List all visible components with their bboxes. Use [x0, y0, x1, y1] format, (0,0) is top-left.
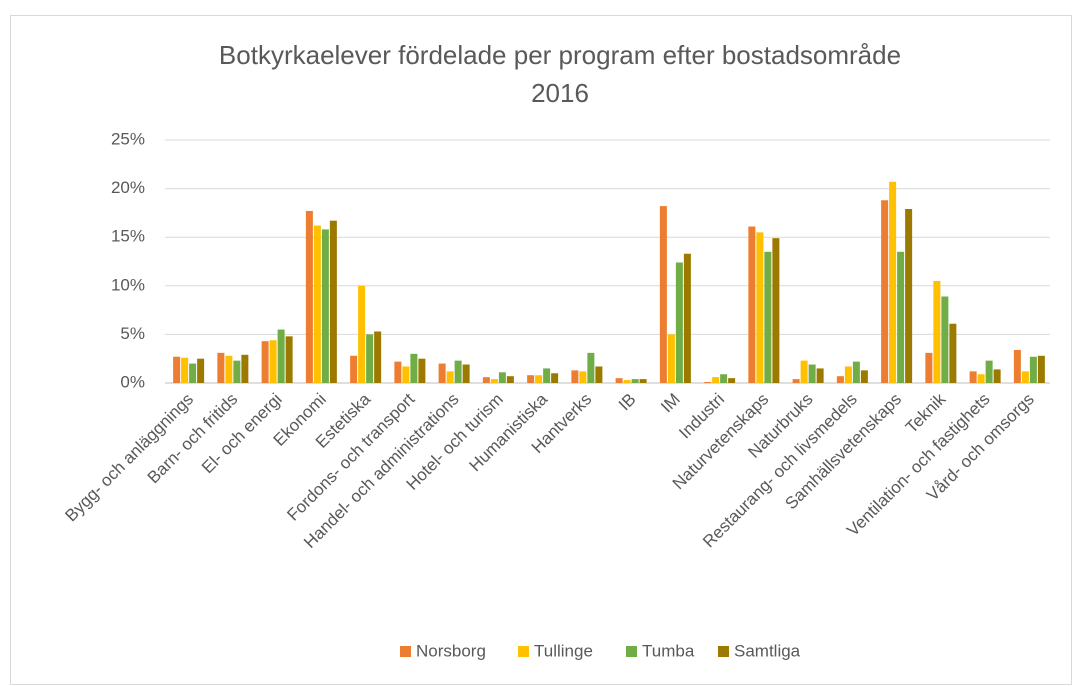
bar [844, 366, 852, 383]
bar [683, 253, 691, 383]
bar [792, 379, 800, 383]
legend-label: Samtliga [734, 641, 801, 660]
bar [438, 363, 446, 383]
bar [772, 238, 780, 383]
bar [551, 373, 559, 383]
y-tick-label: 20% [111, 178, 145, 197]
bar [305, 210, 313, 383]
bar [836, 376, 844, 383]
bar [623, 380, 631, 383]
legend-swatch [718, 646, 729, 657]
bar [667, 334, 675, 383]
bar [233, 360, 241, 383]
bar [482, 377, 490, 383]
bar [712, 377, 720, 383]
bar [402, 366, 410, 383]
bar [897, 251, 905, 383]
bar [659, 206, 667, 383]
bar [366, 334, 374, 383]
bar [261, 341, 269, 383]
bar [189, 363, 197, 383]
y-tick-label: 25% [111, 129, 145, 148]
bar [728, 378, 736, 383]
bar [285, 336, 293, 383]
legend-swatch [518, 646, 529, 657]
y-tick-label: 0% [120, 372, 145, 391]
bar [969, 371, 977, 383]
bar [860, 370, 868, 383]
bar [350, 355, 358, 383]
bar [1037, 355, 1045, 383]
bar [985, 360, 993, 383]
bar [1029, 356, 1037, 383]
chart-border [10, 15, 1072, 685]
legend-label: Tumba [642, 641, 695, 660]
bar [808, 364, 816, 383]
bar [748, 226, 756, 383]
bar [374, 331, 382, 383]
bar [756, 232, 764, 383]
bar [329, 220, 337, 383]
bar [852, 361, 860, 383]
chart-title: 2016 [531, 78, 589, 108]
bar [993, 369, 1001, 383]
bar [181, 357, 189, 383]
bar [631, 379, 639, 383]
bar [358, 285, 366, 383]
bar [1021, 371, 1029, 383]
bar [535, 375, 543, 383]
bar [675, 262, 683, 383]
y-tick-label: 10% [111, 275, 145, 294]
bar [446, 371, 454, 383]
legend-swatch [626, 646, 637, 657]
bar [197, 358, 205, 383]
bar [720, 374, 728, 383]
bar [454, 360, 462, 383]
bar [217, 352, 225, 383]
bar [881, 200, 889, 383]
bar [595, 366, 603, 383]
bar [764, 251, 772, 383]
bar [925, 352, 933, 383]
bar [418, 358, 426, 383]
bar [816, 368, 824, 383]
bar [639, 379, 647, 383]
legend-label: Norsborg [416, 641, 486, 660]
bar [506, 376, 514, 383]
bar [941, 296, 949, 383]
bar [905, 209, 913, 383]
bar [615, 378, 623, 383]
bar [889, 181, 897, 383]
bar [394, 361, 402, 383]
bar [587, 352, 595, 383]
bar [949, 323, 957, 383]
legend-label: Tullinge [534, 641, 593, 660]
bar [704, 382, 712, 383]
bar [241, 354, 249, 383]
chart-title: Botkyrkaelever fördelade per program eft… [219, 40, 901, 70]
bar [977, 374, 985, 383]
legend-swatch [400, 646, 411, 657]
y-tick-label: 15% [111, 227, 145, 246]
bar [173, 356, 181, 383]
bar [543, 368, 551, 383]
bar [321, 229, 329, 383]
bar [410, 353, 418, 383]
bar [225, 355, 233, 383]
bar [933, 280, 941, 383]
bar [571, 370, 579, 383]
y-tick-label: 5% [120, 324, 145, 343]
bar [313, 225, 321, 383]
bar [462, 364, 470, 383]
bar [1013, 349, 1021, 383]
bar [498, 372, 506, 383]
bar [527, 375, 535, 383]
bar [269, 340, 277, 383]
bar [800, 360, 808, 383]
bar [579, 371, 587, 383]
bar [490, 379, 498, 383]
bar [277, 329, 285, 383]
